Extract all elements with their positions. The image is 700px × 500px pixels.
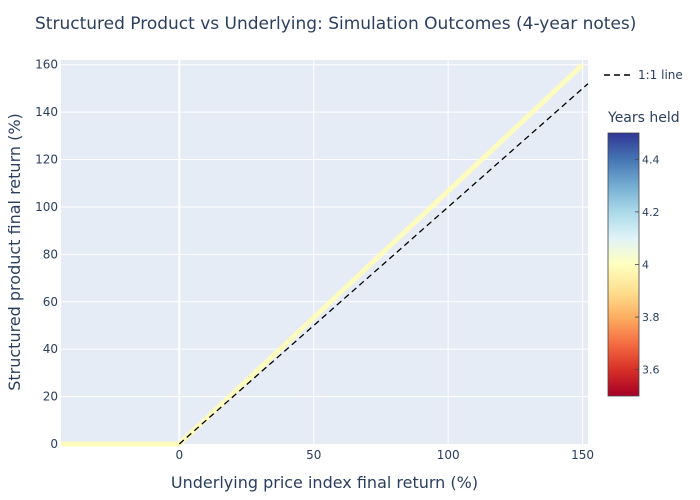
y-tick-labels: 0 20 40 60 80 100 120 140 160 xyxy=(35,58,58,451)
y-tick-label: 100 xyxy=(35,200,58,214)
colorbar-tick-label: 3.6 xyxy=(642,364,660,377)
series-simulated-outcomes xyxy=(61,62,585,447)
y-tick-label: 0 xyxy=(50,437,58,451)
y-tick-label: 60 xyxy=(43,295,58,309)
colorbar-title: Years held xyxy=(607,110,680,126)
plot-area xyxy=(61,60,588,444)
colorbar-tick-label: 4.2 xyxy=(642,206,660,219)
y-tick-label: 40 xyxy=(43,342,58,356)
x-tick-label: 100 xyxy=(437,448,460,462)
y-tick-label: 20 xyxy=(43,390,58,404)
x-tick-label: 150 xyxy=(571,448,594,462)
colorbar-tick-label: 4 xyxy=(642,259,649,272)
x-tick-labels: 0 50 100 150 xyxy=(175,448,594,462)
colorbar-tick-labels: 3.6 3.8 4 4.2 4.4 xyxy=(635,153,660,377)
y-tick-label: 120 xyxy=(35,153,58,167)
x-tick-label: 50 xyxy=(306,448,321,462)
x-axis-label: Underlying price index final return (%) xyxy=(171,473,478,492)
gridlines xyxy=(61,60,588,444)
legend[interactable]: 1:1 line xyxy=(604,68,683,82)
series-layer xyxy=(61,62,589,447)
y-tick-label: 160 xyxy=(35,58,58,72)
y-tick-label: 140 xyxy=(35,105,58,119)
series-1to1-line xyxy=(178,83,589,445)
colorbar-tick-label: 4.4 xyxy=(642,153,660,166)
legend-label-1to1-line: 1:1 line xyxy=(638,68,683,82)
colorbar xyxy=(607,132,640,397)
colorbar-tick-label: 3.8 xyxy=(642,311,660,324)
chart-title: Structured Product vs Underlying: Simula… xyxy=(35,14,636,34)
y-tick-label: 80 xyxy=(43,247,58,261)
y-axis-label: Structured product final return (%) xyxy=(5,113,24,391)
x-tick-label: 0 xyxy=(175,448,183,462)
